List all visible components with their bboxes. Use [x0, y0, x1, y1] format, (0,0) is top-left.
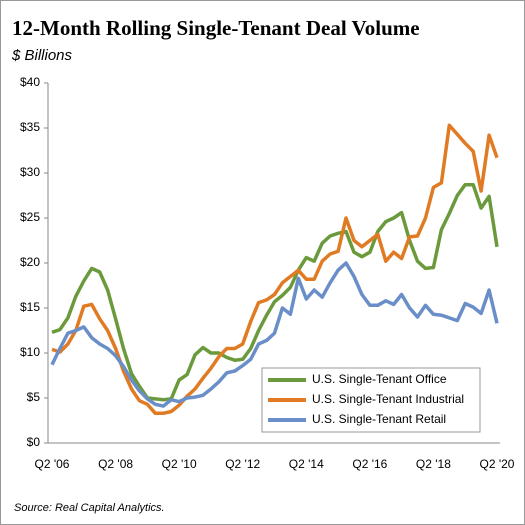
y-tick-label: $30 [20, 165, 40, 179]
y-tick-label: $15 [20, 300, 40, 314]
x-tick-label: Q2 '20 [480, 457, 515, 471]
x-tick-label: Q2 '06 [35, 457, 70, 471]
legend-label: U.S. Single-Tenant Office [312, 372, 447, 386]
y-tick-label: $40 [20, 75, 40, 89]
x-tick-label: Q2 '08 [98, 457, 133, 471]
x-tick-label: Q2 '10 [162, 457, 197, 471]
y-tick-label: $5 [27, 390, 41, 404]
y-tick-label: $35 [20, 120, 40, 134]
y-tick-label: $0 [27, 435, 41, 449]
x-tick-label: Q2 '18 [416, 457, 451, 471]
x-tick-label: Q2 '14 [289, 457, 324, 471]
x-tick-label: Q2 '12 [225, 457, 260, 471]
x-tick-label: Q2 '16 [352, 457, 387, 471]
y-tick-label: $25 [20, 210, 40, 224]
chart-title: 12-Month Rolling Single-Tenant Deal Volu… [12, 16, 420, 40]
series-line [51, 182, 499, 402]
y-tick-label: $10 [20, 345, 40, 359]
source: Source: Real Capital Analytics. [14, 502, 165, 514]
subtitle: $ Billions [11, 47, 73, 64]
series-line [50, 261, 499, 408]
series-line [51, 123, 499, 416]
legend-label: U.S. Single-Tenant Industrial [312, 392, 464, 406]
legend-label: U.S. Single-Tenant Retail [312, 412, 446, 426]
y-tick-label: $20 [20, 255, 40, 269]
